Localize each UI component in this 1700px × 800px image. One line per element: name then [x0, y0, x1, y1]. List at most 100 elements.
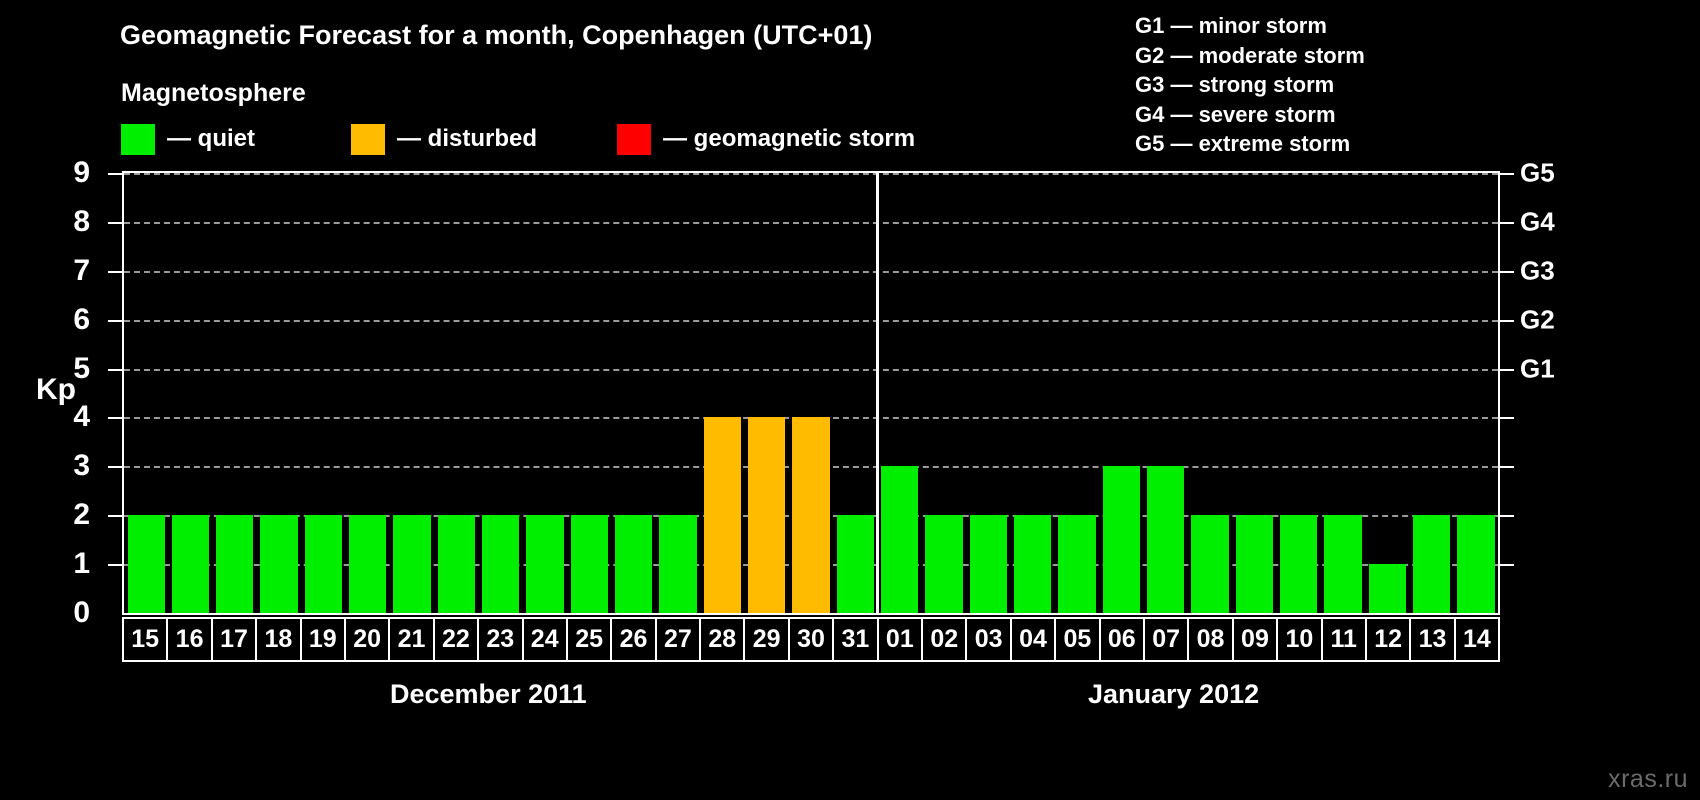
date-cell-24[interactable]: 24	[524, 619, 568, 660]
date-cell-08[interactable]: 08	[1189, 619, 1234, 660]
bar-cell-23[interactable]	[479, 173, 523, 613]
bar-22[interactable]	[437, 515, 476, 613]
watermark: xras.ru	[1608, 765, 1688, 793]
legend-label-0: — quiet	[167, 125, 255, 152]
date-cell-12[interactable]: 12	[1367, 619, 1412, 660]
bar-23[interactable]	[482, 515, 520, 613]
bar-cell-11[interactable]	[1321, 173, 1365, 613]
date-cell-05[interactable]: 05	[1056, 619, 1101, 660]
bar-cell-31[interactable]	[833, 173, 877, 613]
bar-cell-28[interactable]	[700, 173, 744, 613]
bar-29[interactable]	[748, 417, 786, 613]
bar-cell-26[interactable]	[612, 173, 656, 613]
bar-01[interactable]	[881, 466, 919, 613]
date-cell-19[interactable]: 19	[302, 619, 346, 660]
bar-cell-12[interactable]	[1365, 173, 1409, 613]
bar-28[interactable]	[703, 417, 742, 613]
bar-cell-21[interactable]	[390, 173, 434, 613]
bar-04[interactable]	[1014, 515, 1052, 613]
date-cell-16[interactable]: 16	[168, 619, 213, 660]
bar-16[interactable]	[171, 515, 210, 613]
date-cell-02[interactable]: 02	[923, 619, 968, 660]
date-cell-06[interactable]: 06	[1101, 619, 1145, 660]
bar-20[interactable]	[349, 515, 387, 613]
bar-26[interactable]	[615, 515, 653, 613]
date-cell-09[interactable]: 09	[1234, 619, 1279, 660]
bar-cell-22[interactable]	[434, 173, 478, 613]
bar-12[interactable]	[1368, 564, 1407, 613]
date-cell-29[interactable]: 29	[745, 619, 790, 660]
gscale-legend-line-5: G5 — extreme storm	[1135, 131, 1351, 156]
date-cell-20[interactable]: 20	[346, 619, 391, 660]
bar-cell-06[interactable]	[1099, 173, 1143, 613]
date-cell-13[interactable]: 13	[1411, 619, 1456, 660]
date-cell-10[interactable]: 10	[1278, 619, 1323, 660]
bar-27[interactable]	[659, 515, 697, 613]
date-cell-21[interactable]: 21	[390, 619, 435, 660]
bar-cell-17[interactable]	[213, 173, 257, 613]
date-cell-07[interactable]: 07	[1145, 619, 1190, 660]
date-cell-22[interactable]: 22	[435, 619, 480, 660]
bar-03[interactable]	[969, 515, 1008, 613]
bar-cell-02[interactable]	[922, 173, 966, 613]
date-cell-23[interactable]: 23	[479, 619, 524, 660]
bar-18[interactable]	[260, 515, 298, 613]
bar-cell-10[interactable]	[1277, 173, 1321, 613]
date-cell-17[interactable]: 17	[213, 619, 258, 660]
date-cell-27[interactable]: 27	[657, 619, 702, 660]
g-tick-label-G1: G1	[1520, 353, 1555, 384]
bar-cell-07[interactable]	[1144, 173, 1188, 613]
bar-05[interactable]	[1058, 515, 1096, 613]
bar-07[interactable]	[1147, 466, 1185, 613]
bar-cell-08[interactable]	[1188, 173, 1232, 613]
bar-cell-05[interactable]	[1055, 173, 1099, 613]
bar-11[interactable]	[1324, 515, 1362, 613]
y-tick-mark-5	[108, 368, 122, 371]
bar-21[interactable]	[393, 515, 431, 613]
bar-cell-19[interactable]	[301, 173, 345, 613]
date-cell-03[interactable]: 03	[967, 619, 1012, 660]
date-cell-11[interactable]: 11	[1323, 619, 1367, 660]
bar-cell-24[interactable]	[523, 173, 567, 613]
bar-cell-20[interactable]	[346, 173, 390, 613]
bar-24[interactable]	[526, 515, 564, 613]
bar-cell-01[interactable]	[878, 173, 922, 613]
date-cell-31[interactable]: 31	[834, 619, 879, 660]
bar-cell-03[interactable]	[966, 173, 1010, 613]
date-cell-30[interactable]: 30	[790, 619, 835, 660]
bar-cell-16[interactable]	[168, 173, 212, 613]
bar-cell-29[interactable]	[745, 173, 789, 613]
date-cell-25[interactable]: 25	[568, 619, 613, 660]
g-tick-label-G4: G4	[1520, 206, 1555, 237]
legend-item-2: — geomagnetic storm	[617, 123, 915, 155]
bar-cell-04[interactable]	[1011, 173, 1055, 613]
bar-cell-25[interactable]	[567, 173, 611, 613]
bar-cell-15[interactable]	[124, 173, 168, 613]
bar-25[interactable]	[570, 515, 609, 613]
date-cell-04[interactable]: 04	[1012, 619, 1057, 660]
date-cell-15[interactable]: 15	[124, 619, 169, 660]
bar-cell-09[interactable]	[1232, 173, 1276, 613]
bar-31[interactable]	[836, 515, 875, 613]
date-cell-14[interactable]: 14	[1463, 625, 1491, 653]
bar-14[interactable]	[1457, 515, 1495, 613]
bar-02[interactable]	[925, 515, 963, 613]
bar-13[interactable]	[1413, 515, 1451, 613]
date-cell-01[interactable]: 01	[879, 619, 924, 660]
bar-09[interactable]	[1235, 515, 1274, 613]
bar-cell-14[interactable]	[1454, 173, 1498, 613]
date-cell-26[interactable]: 26	[612, 619, 657, 660]
bar-30[interactable]	[792, 417, 830, 613]
bar-19[interactable]	[304, 515, 343, 613]
bar-10[interactable]	[1280, 515, 1318, 613]
bar-17[interactable]	[216, 515, 254, 613]
bar-cell-18[interactable]	[257, 173, 301, 613]
date-cell-28[interactable]: 28	[701, 619, 746, 660]
bar-15[interactable]	[127, 515, 165, 613]
bar-08[interactable]	[1191, 515, 1229, 613]
date-cell-18[interactable]: 18	[257, 619, 302, 660]
bar-cell-27[interactable]	[656, 173, 700, 613]
bar-cell-30[interactable]	[789, 173, 833, 613]
bar-cell-13[interactable]	[1410, 173, 1454, 613]
bar-06[interactable]	[1102, 466, 1141, 613]
